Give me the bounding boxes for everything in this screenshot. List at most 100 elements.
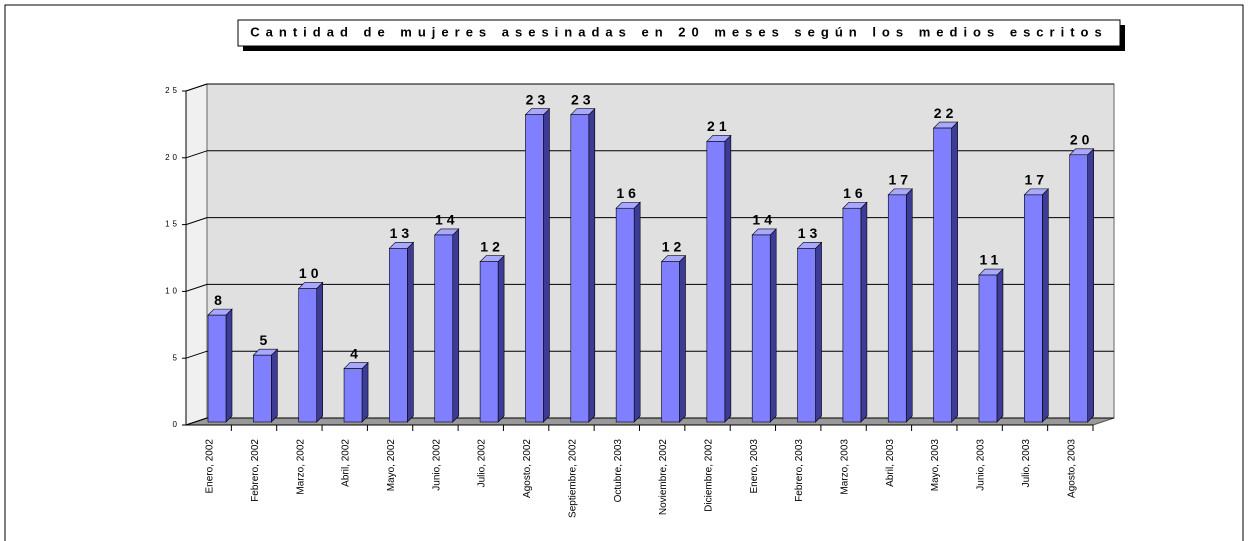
y-tick-label: 0 <box>173 420 180 429</box>
chart-title: Cantidad de mujeres asesinadas en 20 mes… <box>250 24 1107 39</box>
bar-side <box>588 107 596 423</box>
data-label: 13 <box>798 225 822 241</box>
data-label: 21 <box>707 118 731 134</box>
grid-line-side <box>185 283 208 292</box>
grid-line-side <box>185 150 208 159</box>
data-label: 20 <box>1070 132 1094 148</box>
bar-group <box>660 254 687 423</box>
data-label: 10 <box>299 265 323 281</box>
bar-group <box>978 268 1004 423</box>
bar-side <box>633 201 641 423</box>
bar-group <box>434 228 460 423</box>
data-label: 17 <box>888 172 912 188</box>
bar <box>978 274 998 423</box>
data-label: 16 <box>843 185 867 201</box>
grid-line-side <box>185 350 208 359</box>
bar <box>570 114 590 423</box>
bar-group <box>796 241 823 423</box>
x-tick-label: Febrero, 2003 <box>794 439 805 502</box>
data-label: 4 <box>350 345 362 361</box>
x-tick-label: Abril, 2003 <box>885 439 896 487</box>
bar <box>1024 194 1043 423</box>
bar <box>207 314 227 423</box>
data-label: 14 <box>435 212 459 228</box>
x-tick-label: Marzo, 2002 <box>295 439 306 495</box>
bar-group <box>207 308 233 423</box>
bar-group <box>343 361 369 423</box>
bar <box>842 207 862 423</box>
bar <box>525 114 544 423</box>
bar-group <box>751 228 777 423</box>
bar-side <box>996 268 1004 423</box>
x-tick-label: Junio, 2003 <box>976 439 987 491</box>
data-label: 5 <box>259 332 271 348</box>
x-tick-label: Mayo, 2003 <box>930 439 941 492</box>
bar <box>389 248 408 423</box>
bar-group <box>252 348 279 423</box>
x-tick-label: Julio, 2002 <box>477 439 488 488</box>
bar-side <box>905 188 913 423</box>
data-label: 23 <box>571 91 595 107</box>
y-tick-label: 10 <box>165 287 180 296</box>
bar <box>479 261 499 423</box>
floor <box>185 417 1115 426</box>
bar <box>797 248 816 423</box>
bar-group <box>842 201 868 423</box>
data-label: 11 <box>980 252 1003 268</box>
data-label: 22 <box>934 105 958 121</box>
x-tick-label: Junio, 2002 <box>431 439 442 491</box>
bar-group <box>297 281 324 423</box>
x-tick-label: Agosto, 2003 <box>1066 439 1077 498</box>
side-wall <box>185 83 208 426</box>
bar <box>343 368 363 423</box>
bar-side <box>1087 148 1094 423</box>
x-tick-label: Enero, 2003 <box>749 439 760 494</box>
data-label: 12 <box>480 238 504 254</box>
y-tick-label: 15 <box>165 220 180 229</box>
bar <box>615 207 635 423</box>
bar-side <box>724 134 732 423</box>
bar <box>253 354 272 423</box>
bar <box>661 261 680 423</box>
x-tick-label: Noviembre, 2002 <box>658 439 669 516</box>
bar-group <box>479 254 505 423</box>
data-label: 14 <box>752 212 776 228</box>
data-label: 23 <box>526 91 550 107</box>
bar-side <box>361 361 369 423</box>
grid-line-side <box>185 83 208 92</box>
bar-group <box>706 134 732 423</box>
bar-side <box>271 348 278 423</box>
data-label: 8 <box>214 292 226 308</box>
grid-line-side <box>185 217 208 226</box>
bar <box>887 194 907 423</box>
back-wall <box>206 83 1115 419</box>
y-tick-label: 5 <box>173 353 180 362</box>
data-label: 16 <box>616 185 640 201</box>
data-label: 12 <box>662 238 686 254</box>
x-tick-label: Enero, 2002 <box>205 439 216 494</box>
data-label: 17 <box>1025 172 1049 188</box>
bar-group <box>1068 148 1095 423</box>
bar-side <box>316 281 324 423</box>
x-tick-label: Julio, 2003 <box>1021 439 1032 488</box>
y-tick-label: 25 <box>165 86 180 95</box>
bar-group <box>388 241 415 423</box>
data-label: 13 <box>390 225 414 241</box>
bar-group <box>887 188 913 423</box>
bar-side <box>815 241 822 423</box>
x-tick-label: Octubre, 2003 <box>613 439 624 503</box>
bar-group <box>1023 188 1050 423</box>
bar-side <box>860 201 868 423</box>
bar-side <box>452 228 460 423</box>
bar <box>434 234 454 423</box>
bar-side <box>407 241 414 423</box>
bar-side <box>225 308 233 423</box>
bar-side <box>543 107 550 423</box>
bar-side <box>497 254 505 423</box>
bar-group <box>615 201 641 423</box>
grid-line-side <box>185 417 208 426</box>
bar-side <box>769 228 777 423</box>
y-tick-label: 20 <box>165 153 180 162</box>
x-tick-label: Diciembre, 2002 <box>703 439 714 512</box>
